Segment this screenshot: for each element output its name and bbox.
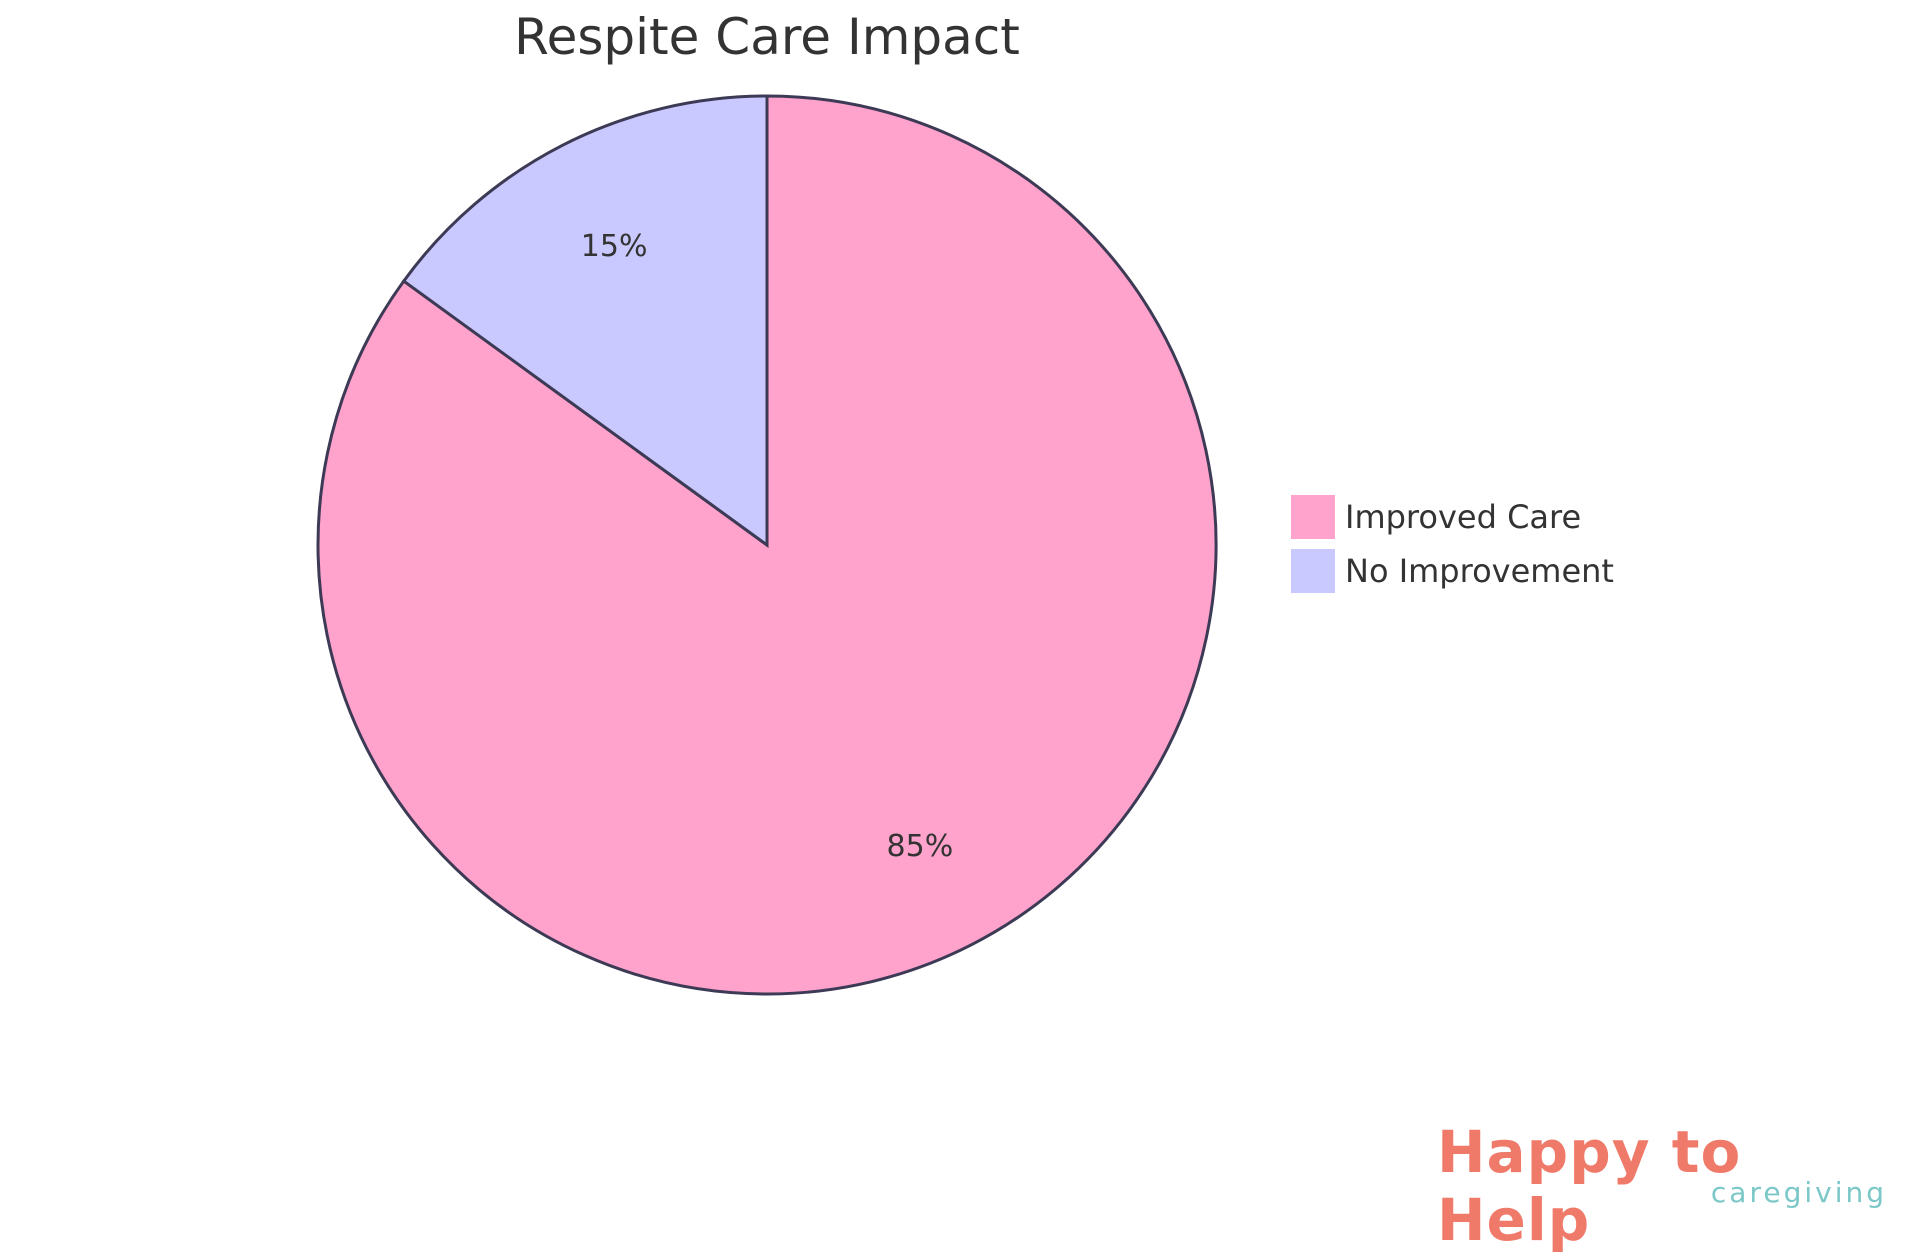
pie-slice-label: 85%	[887, 829, 954, 864]
legend-label: No Improvement	[1345, 552, 1614, 590]
pie-slice-no-improvement	[401, 94, 769, 548]
pie-chart: 85% 15%	[316, 94, 1218, 996]
legend-swatch	[1291, 549, 1335, 593]
legend-swatch	[1291, 495, 1335, 539]
legend-item-improved-care: Improved Care	[1291, 490, 1614, 544]
chart-title: Respite Care Impact	[514, 8, 1020, 66]
pie-slice-label: 15%	[581, 229, 648, 264]
legend-label: Improved Care	[1345, 498, 1582, 536]
legend: Improved Care No Improvement	[1291, 490, 1614, 598]
legend-item-no-improvement: No Improvement	[1291, 544, 1614, 598]
logo: Happy to Help caregiving	[1437, 1118, 1897, 1254]
logo-sub-text: caregiving	[1710, 1176, 1887, 1209]
